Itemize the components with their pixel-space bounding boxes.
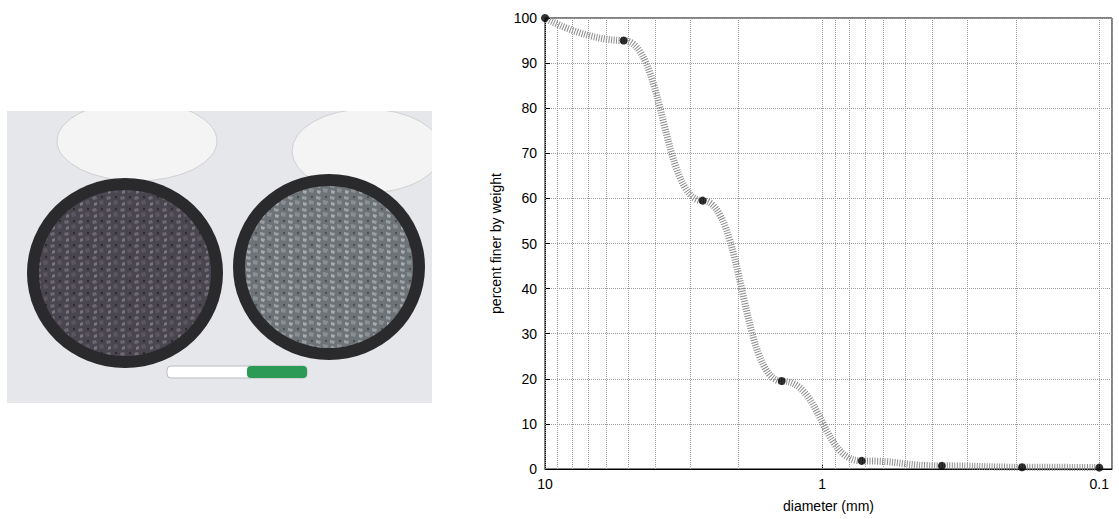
svg-text:70: 70 <box>521 145 537 161</box>
svg-text:diameter (mm): diameter (mm) <box>783 498 874 514</box>
svg-text:50: 50 <box>521 236 537 252</box>
svg-text:30: 30 <box>521 326 537 342</box>
svg-text:90: 90 <box>521 55 537 71</box>
svg-text:100: 100 <box>514 10 538 26</box>
svg-text:0: 0 <box>529 461 537 477</box>
svg-text:10: 10 <box>537 476 553 492</box>
svg-text:1: 1 <box>818 476 826 492</box>
svg-text:10: 10 <box>521 416 537 432</box>
svg-text:60: 60 <box>521 190 537 206</box>
svg-text:20: 20 <box>521 371 537 387</box>
svg-text:80: 80 <box>521 100 537 116</box>
svg-text:percent finer by weight: percent finer by weight <box>488 173 504 314</box>
svg-text:40: 40 <box>521 281 537 297</box>
svg-text:0.1: 0.1 <box>1090 476 1110 492</box>
